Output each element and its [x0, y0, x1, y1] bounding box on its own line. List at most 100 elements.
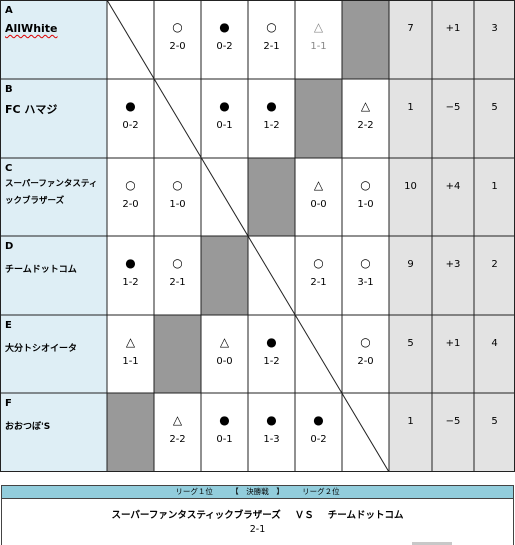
result-score: 0-2 — [216, 41, 233, 52]
result-score: 0-1 — [216, 434, 233, 445]
horizontal-scrollbar[interactable] — [412, 542, 452, 545]
stat-rank: 4 — [474, 315, 515, 393]
stat-points: 1 — [389, 79, 432, 158]
result-mark: ○ — [172, 256, 183, 270]
final-header-right: リーグ２位 — [302, 487, 340, 496]
result-cell: ○ 2-1 — [248, 0, 295, 79]
result-mark: △ — [313, 178, 324, 192]
result-cell: △ 1-1 — [107, 315, 154, 393]
stat-value: +4 — [445, 181, 461, 192]
team-name: チームドットコム — [5, 265, 77, 275]
final-header-left: リーグ１位 — [175, 487, 213, 496]
result-score: 2-1 — [263, 41, 280, 52]
result-score: 2-0 — [169, 41, 186, 52]
result-score: 0-0 — [310, 199, 327, 210]
blocked-cell — [295, 79, 342, 158]
blocked-cell — [154, 315, 201, 393]
result-cell: △ 0-0 — [295, 158, 342, 236]
result-cell: △ 1-1 — [295, 0, 342, 79]
result-cell: ○ 2-0 — [107, 158, 154, 236]
result-score: 0-0 — [216, 356, 233, 367]
result-mark: ○ — [125, 178, 136, 192]
result-mark: △ — [125, 335, 136, 349]
stat-rank: 2 — [474, 236, 515, 315]
result-cell: ○ 2-1 — [154, 236, 201, 315]
stat-value: 5 — [407, 338, 414, 349]
result-score: 2-0 — [122, 199, 139, 210]
result-cell: △ 2-2 — [342, 79, 389, 158]
result-mark: △ — [172, 413, 183, 427]
team-name: FC ハマジ — [5, 103, 58, 116]
result-score: 0-2 — [122, 120, 139, 131]
team-cell: E 大分トシオイータ — [0, 315, 107, 393]
result-cell: △ 0-0 — [201, 315, 248, 393]
result-cell: ● 1-2 — [107, 236, 154, 315]
stat-value: 2 — [491, 259, 498, 270]
team-name: スーパーファンタスティックブラザーズ — [5, 179, 98, 206]
result-mark: ○ — [360, 335, 371, 349]
final-score: 2-1 — [249, 524, 266, 535]
result-score: 2-1 — [310, 277, 327, 288]
stat-value: +1 — [445, 23, 461, 34]
team-letter: B — [5, 84, 13, 95]
stat-value: 1 — [491, 181, 498, 192]
result-mark: △ — [313, 20, 324, 34]
result-cell: ● 0-2 — [295, 393, 342, 472]
stat-value: −5 — [445, 102, 461, 113]
result-score: 0-2 — [310, 434, 327, 445]
result-score: 1-1 — [310, 41, 327, 52]
result-cell: △ 2-2 — [154, 393, 201, 472]
grid-lines — [0, 0, 515, 472]
result-mark: △ — [219, 335, 230, 349]
team-name-text: AllWhite — [5, 22, 58, 35]
stat-value: 9 — [407, 259, 414, 270]
team-letter: F — [5, 398, 12, 409]
stat-value: −5 — [445, 416, 461, 427]
stat-value: 3 — [491, 23, 498, 34]
final-team-1: スーパーファンタスティックブラザーズ — [111, 510, 281, 521]
result-cell: ○ 2-0 — [342, 315, 389, 393]
result-mark: ○ — [313, 256, 324, 270]
result-mark: ● — [219, 99, 230, 113]
result-score: 1-2 — [263, 120, 280, 131]
league-table: A AllWhite ○ 2-0 ● 0-2 ○ 2-1 △ 1-1 7 +1 3 B FC ハマジ ● 0-2… — [0, 0, 515, 472]
result-score: 3-1 — [357, 277, 374, 288]
team-letter: A — [5, 5, 13, 16]
result-score: 1-2 — [122, 277, 139, 288]
result-cell: ● 1-2 — [248, 79, 295, 158]
stat-goal-diff: −5 — [432, 393, 474, 472]
stat-value: +1 — [445, 338, 461, 349]
final-body: スーパーファンタスティックブラザーズ ＶＳ チームドットコム 2-1 — [1, 499, 514, 545]
result-score: 2-2 — [169, 434, 186, 445]
team-cell: C スーパーファンタスティックブラザーズ — [0, 158, 107, 236]
team-letter: C — [5, 163, 13, 174]
team-letter: E — [5, 320, 12, 331]
final-matchup: スーパーファンタスティックブラザーズ ＶＳ チームドットコム — [2, 507, 513, 521]
result-score: 1-2 — [263, 356, 280, 367]
result-score: 1-0 — [357, 199, 374, 210]
result-score: 2-0 — [357, 356, 374, 367]
result-cell: ● 1-3 — [248, 393, 295, 472]
result-mark: ○ — [266, 20, 277, 34]
result-cell: ○ 3-1 — [342, 236, 389, 315]
result-cell: ● 1-2 — [248, 315, 295, 393]
result-cell: ○ 1-0 — [342, 158, 389, 236]
result-cell: ● 0-2 — [107, 79, 154, 158]
stat-value: 5 — [491, 102, 498, 113]
result-mark: ● — [313, 413, 324, 427]
result-cell: ○ 2-1 — [295, 236, 342, 315]
result-mark: ● — [125, 99, 136, 113]
stat-rank: 5 — [474, 79, 515, 158]
blocked-cell — [342, 0, 389, 79]
stat-goal-diff: +4 — [432, 158, 474, 236]
stat-value: 10 — [404, 181, 417, 192]
stat-goal-diff: +1 — [432, 0, 474, 79]
stat-rank: 5 — [474, 393, 515, 472]
result-mark: ● — [125, 256, 136, 270]
result-cell: ● 0-1 — [201, 79, 248, 158]
team-cell: B FC ハマジ — [0, 79, 107, 158]
stat-value: 4 — [491, 338, 498, 349]
result-score: 0-1 — [216, 120, 233, 131]
result-score: 1-1 — [122, 356, 139, 367]
result-mark: ● — [266, 413, 277, 427]
